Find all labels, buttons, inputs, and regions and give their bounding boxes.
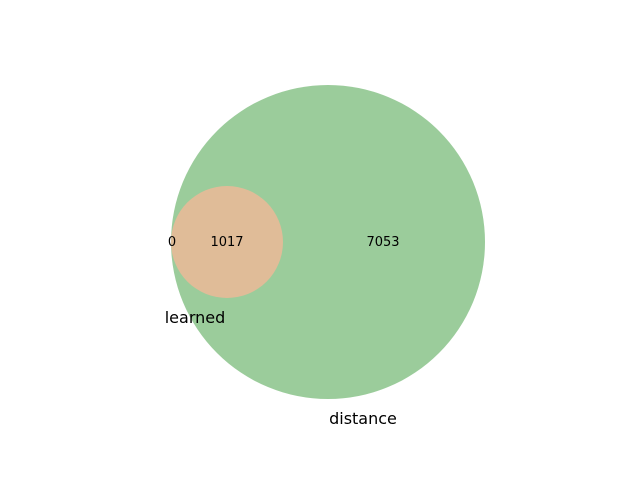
set-label-distance: distance bbox=[329, 409, 397, 428]
region-label-distance-only: 7053 bbox=[366, 235, 399, 250]
set-label-learned: learned bbox=[165, 308, 226, 327]
region-label-intersection: 1017 bbox=[210, 235, 243, 250]
set-circle-distance bbox=[171, 85, 485, 399]
set-circle-learned bbox=[171, 186, 283, 298]
region-label-learned-only: 0 bbox=[168, 235, 176, 250]
